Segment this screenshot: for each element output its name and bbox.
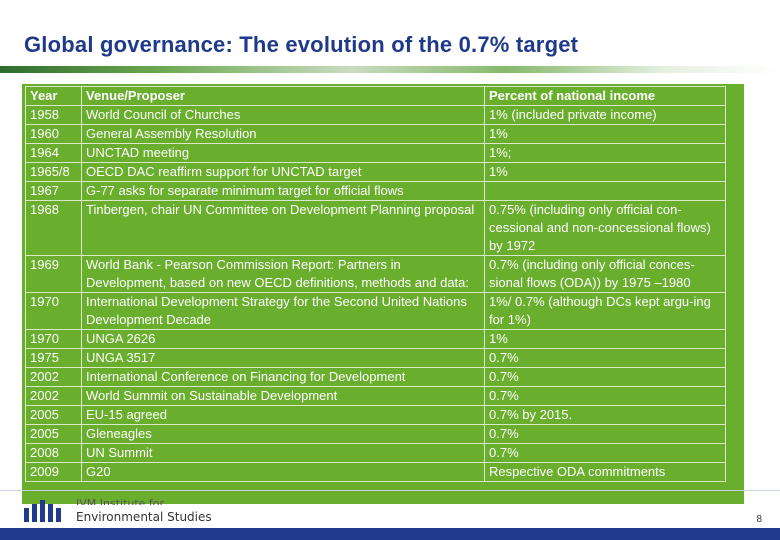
footer-bar xyxy=(0,528,780,540)
cell-venue: UNGA 2626 xyxy=(81,329,485,349)
cell-percent: 1% (included private income) xyxy=(484,105,726,125)
cell-venue: G-77 asks for separate minimum target fo… xyxy=(81,181,485,201)
cell-percent: 0.7% by 2015. xyxy=(484,405,726,425)
cell-venue: World Summit on Sustainable Development xyxy=(81,386,485,406)
cell-percent: 0.75% (including only official con-cessi… xyxy=(484,200,726,256)
table-row: 2002 World Summit on Sustainable Developm… xyxy=(25,386,726,406)
cell-percent: 0.7% xyxy=(484,386,726,406)
cell-venue: Gleneagles xyxy=(81,424,485,444)
cell-percent: 0.7% (including only official conces-sio… xyxy=(484,255,726,293)
table-row: 2005 EU-15 agreed 0.7% by 2015. xyxy=(25,405,726,425)
table-row: 1970 International Development Strategy f… xyxy=(25,292,726,330)
cell-percent: 1%; xyxy=(484,143,726,163)
table-row: 1964 UNCTAD meeting 1%; xyxy=(25,143,726,163)
table-row: 2009 G20 Respective ODA commitments xyxy=(25,462,726,482)
cell-venue: International Development Strategy for t… xyxy=(81,292,485,330)
cell-year: 1965/8 xyxy=(25,162,82,182)
cell-venue: International Conference on Financing fo… xyxy=(81,367,485,387)
cell-year: 1975 xyxy=(25,348,82,368)
table-header-row: Year Venue/Proposer Percent of national … xyxy=(25,86,726,106)
cell-year: 1964 xyxy=(25,143,82,163)
header-percent: Percent of national income xyxy=(484,86,726,106)
cell-venue: UNGA 3517 xyxy=(81,348,485,368)
target-table-panel: Year Venue/Proposer Percent of national … xyxy=(22,84,744,504)
table-row: 1967 G-77 asks for separate minimum targe… xyxy=(25,181,726,201)
cell-year: 1970 xyxy=(25,292,82,330)
target-evolution-table: Year Venue/Proposer Percent of national … xyxy=(25,86,726,482)
institute-name-top: IVM Institute for xyxy=(76,498,165,505)
cell-year: 1968 xyxy=(25,200,82,256)
cell-venue: OECD DAC reaffirm support for UNCTAD tar… xyxy=(81,162,485,182)
cell-year: 2002 xyxy=(25,367,82,387)
cell-percent: 0.7% xyxy=(484,424,726,444)
cell-percent: 0.7% xyxy=(484,348,726,368)
cell-percent: Respective ODA commitments xyxy=(484,462,726,482)
cell-percent: 1% xyxy=(484,162,726,182)
table-row: 2005 Gleneagles 0.7% xyxy=(25,424,726,444)
cell-venue: UN Summit xyxy=(81,443,485,463)
slide-title: Global governance: The evolution of the … xyxy=(24,32,579,57)
cell-percent: 1% xyxy=(484,329,726,349)
table-row: 2008 UN Summit 0.7% xyxy=(25,443,726,463)
cell-year: 2009 xyxy=(25,462,82,482)
cell-percent: 0.7% xyxy=(484,443,726,463)
header-venue: Venue/Proposer xyxy=(81,86,485,106)
table-row: 2002 International Conference on Financin… xyxy=(25,367,726,387)
table-row: 1969 World Bank - Pearson Commission Repo… xyxy=(25,255,726,293)
cell-year: 1958 xyxy=(25,105,82,125)
cell-percent xyxy=(484,181,726,201)
page-number: 8 xyxy=(756,514,762,525)
cell-year: 1969 xyxy=(25,255,82,293)
table-row: 1970 UNGA 2626 1% xyxy=(25,329,726,349)
cell-percent: 1%/ 0.7% (although DCs kept argu-ing for… xyxy=(484,292,726,330)
table-row: 1975 UNGA 3517 0.7% xyxy=(25,348,726,368)
cell-venue: UNCTAD meeting xyxy=(81,143,485,163)
cell-year: 2005 xyxy=(25,424,82,444)
footer-divider xyxy=(0,490,780,491)
cell-year: 1970 xyxy=(25,329,82,349)
table-row: 1965/8 OECD DAC reaffirm support for UNCT… xyxy=(25,162,726,182)
cell-venue: General Assembly Resolution xyxy=(81,124,485,144)
cell-venue: G20 xyxy=(81,462,485,482)
cell-venue: World Bank - Pearson Commission Report: … xyxy=(81,255,485,293)
header-year: Year xyxy=(25,86,82,106)
cell-year: 2008 xyxy=(25,443,82,463)
institute-name: Environmental Studies xyxy=(76,510,212,524)
table-row: 1968 Tinbergen, chair UN Committee on Dev… xyxy=(25,200,726,256)
cell-venue: World Council of Churches xyxy=(81,105,485,125)
cell-percent: 0.7% xyxy=(484,367,726,387)
table-row: 1960 General Assembly Resolution 1% xyxy=(25,124,726,144)
cell-venue: EU-15 agreed xyxy=(81,405,485,425)
table-row: 1958 World Council of Churches 1% (include… xyxy=(25,105,726,125)
cell-year: 2002 xyxy=(25,386,82,406)
cell-year: 1960 xyxy=(25,124,82,144)
cell-year: 2005 xyxy=(25,405,82,425)
ivm-logo-icon xyxy=(24,500,70,522)
cell-venue: Tinbergen, chair UN Committee on Develop… xyxy=(81,200,485,256)
title-divider xyxy=(0,66,780,73)
cell-percent: 1% xyxy=(484,124,726,144)
cell-year: 1967 xyxy=(25,181,82,201)
